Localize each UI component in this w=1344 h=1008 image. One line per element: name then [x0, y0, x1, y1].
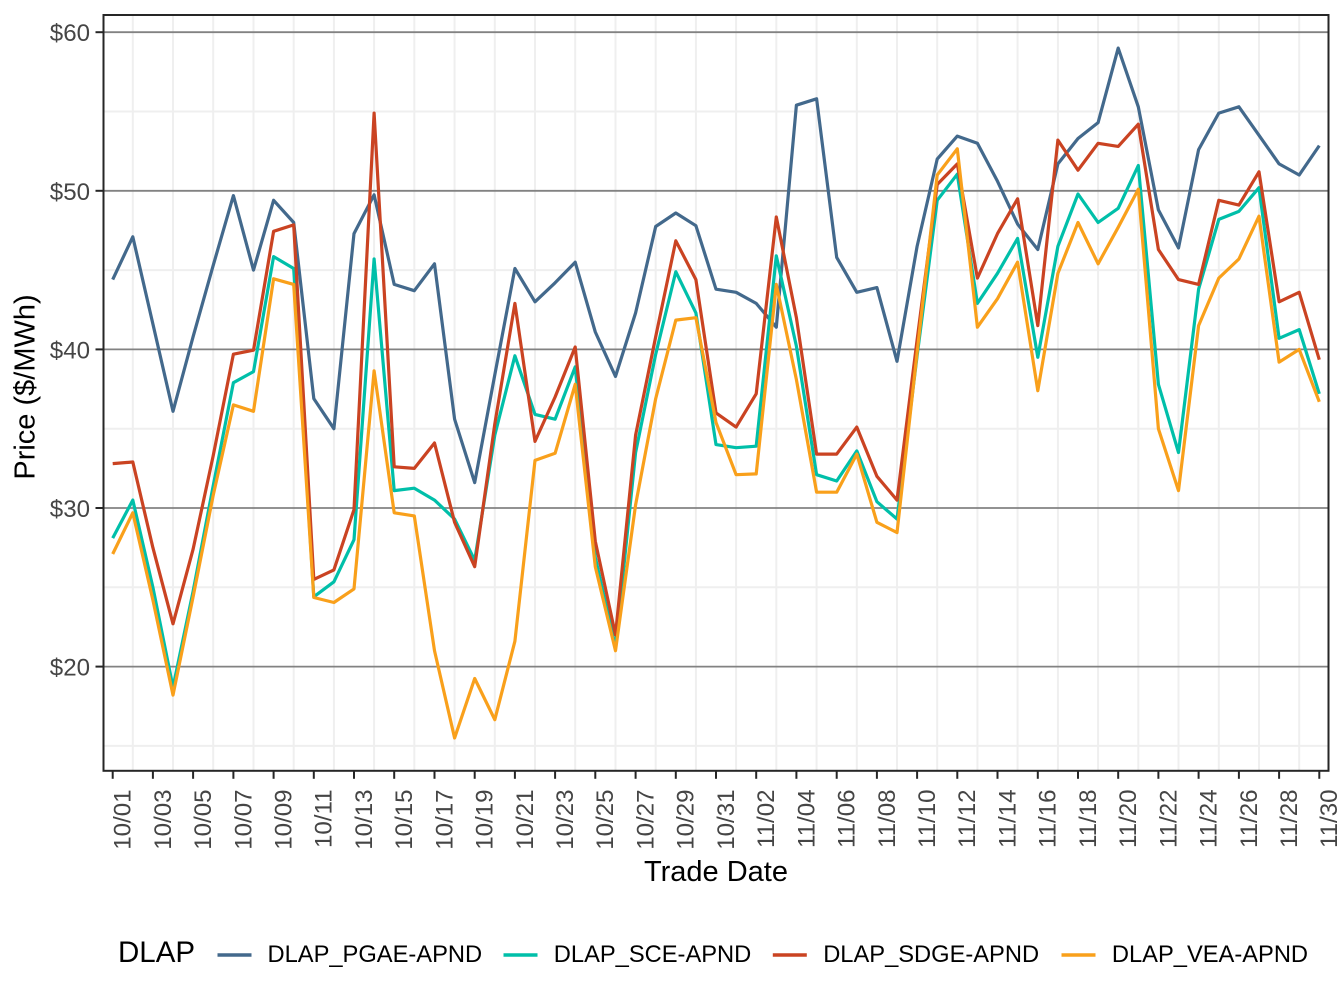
svg-text:11/10: 11/10	[914, 790, 941, 849]
svg-text:11/22: 11/22	[1155, 790, 1182, 849]
svg-text:DLAP_SCE-APND: DLAP_SCE-APND	[554, 942, 751, 968]
svg-text:11/04: 11/04	[793, 790, 820, 849]
svg-text:11/18: 11/18	[1075, 790, 1102, 849]
svg-text:11/30: 11/30	[1316, 790, 1343, 849]
svg-text:$60: $60	[50, 20, 90, 47]
svg-text:11/02: 11/02	[753, 790, 780, 849]
svg-text:10/19: 10/19	[472, 790, 499, 850]
svg-text:Price ($/MWh): Price ($/MWh)	[10, 294, 42, 479]
svg-text:DLAP_PGAE-APND: DLAP_PGAE-APND	[268, 942, 483, 968]
svg-text:10/29: 10/29	[673, 790, 700, 850]
svg-text:11/08: 11/08	[874, 790, 901, 849]
svg-text:11/28: 11/28	[1276, 790, 1303, 849]
svg-text:10/27: 10/27	[633, 790, 660, 850]
svg-text:$20: $20	[50, 655, 90, 682]
svg-text:Trade Date: Trade Date	[644, 856, 788, 888]
svg-text:$50: $50	[50, 179, 90, 206]
svg-text:10/05: 10/05	[190, 790, 217, 850]
svg-text:11/16: 11/16	[1035, 790, 1062, 849]
svg-text:10/15: 10/15	[391, 790, 418, 850]
svg-text:10/01: 10/01	[110, 790, 137, 850]
svg-text:11/26: 11/26	[1236, 790, 1263, 849]
svg-text:10/31: 10/31	[713, 790, 740, 850]
svg-text:10/17: 10/17	[431, 790, 458, 850]
svg-text:DLAP: DLAP	[118, 936, 195, 969]
svg-text:10/25: 10/25	[592, 790, 619, 850]
svg-text:11/14: 11/14	[994, 790, 1021, 849]
svg-text:DLAP_VEA-APND: DLAP_VEA-APND	[1112, 942, 1308, 968]
svg-text:11/24: 11/24	[1196, 790, 1223, 849]
svg-text:11/20: 11/20	[1115, 790, 1142, 849]
svg-text:10/09: 10/09	[271, 790, 298, 850]
svg-text:10/23: 10/23	[552, 790, 579, 850]
svg-text:10/11: 10/11	[311, 790, 338, 849]
svg-text:$40: $40	[50, 337, 90, 364]
svg-text:10/07: 10/07	[230, 790, 257, 850]
svg-text:$30: $30	[50, 496, 90, 523]
svg-text:10/21: 10/21	[512, 790, 539, 850]
svg-text:11/12: 11/12	[954, 790, 981, 849]
svg-text:10/03: 10/03	[150, 790, 177, 850]
svg-text:DLAP_SDGE-APND: DLAP_SDGE-APND	[823, 942, 1039, 968]
svg-text:11/06: 11/06	[834, 790, 861, 849]
svg-text:10/13: 10/13	[351, 790, 378, 850]
